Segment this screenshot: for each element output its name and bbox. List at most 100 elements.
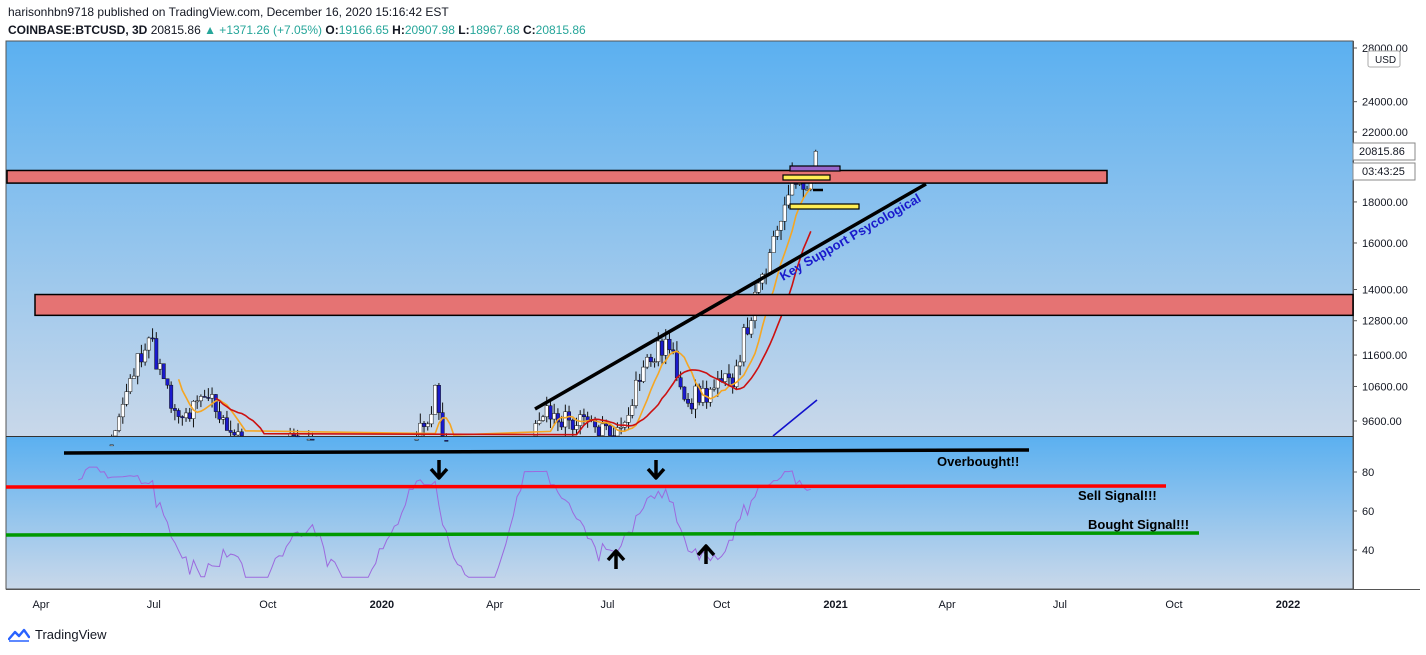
candle xyxy=(310,438,315,441)
tradingview-footer: TradingView xyxy=(8,627,107,642)
candle xyxy=(660,340,664,356)
last-price: 20815.86 xyxy=(150,23,201,37)
time-tick-label: Apr xyxy=(939,599,956,611)
open-label: O: xyxy=(325,23,339,37)
time-tick-label: Jul xyxy=(1053,599,1067,611)
candle xyxy=(671,349,676,352)
candle xyxy=(120,404,125,418)
candle xyxy=(548,405,553,420)
open-value: 19166.65 xyxy=(338,23,389,37)
price-axis-labels: 28000.0024000.0022000.0018000.0016000.00… xyxy=(1352,43,1416,557)
tradingview-logo-icon xyxy=(8,628,30,642)
sell-signal-label: Sell Signal!!! xyxy=(1078,488,1157,503)
symbol-info-line: COINBASE:BTCUSD, 3D 20815.86 ▲ +1371.26 … xyxy=(8,23,586,37)
sell-signal-line xyxy=(5,484,1167,489)
candle xyxy=(161,363,166,380)
candle xyxy=(544,405,549,418)
candle xyxy=(306,438,311,441)
price-tick-label: 14000.00 xyxy=(1362,285,1408,297)
ma-fast-line xyxy=(177,187,812,436)
timer-badge-label: 03:43:25 xyxy=(1362,166,1405,178)
symbol-label[interactable]: COINBASE:BTCUSD, 3D xyxy=(8,23,148,37)
candle xyxy=(139,353,144,363)
marker-yellow-lower xyxy=(789,203,860,210)
candle xyxy=(213,394,218,412)
candle xyxy=(738,361,743,367)
candle xyxy=(689,403,694,410)
price-tick-label: 9600.00 xyxy=(1362,416,1402,428)
candle xyxy=(663,338,668,356)
candle xyxy=(771,236,776,253)
candle xyxy=(537,420,542,424)
marker-purple xyxy=(789,165,841,172)
timer-badge xyxy=(1352,162,1416,181)
candle xyxy=(786,194,791,206)
candle xyxy=(433,385,438,415)
candle xyxy=(741,327,746,363)
candle xyxy=(775,229,780,237)
candle xyxy=(779,220,783,231)
candle xyxy=(645,356,650,368)
time-tick-label: Apr xyxy=(32,599,49,611)
time-axis[interactable] xyxy=(6,589,1353,619)
candle xyxy=(150,337,155,340)
candle xyxy=(202,396,207,398)
candle xyxy=(109,444,114,447)
candle xyxy=(745,327,750,335)
candle xyxy=(608,425,612,436)
footer-brand: TradingView xyxy=(35,627,107,642)
time-tick-label: 2022 xyxy=(1276,599,1300,611)
resistance-zone-upper xyxy=(6,169,1108,184)
candle xyxy=(206,397,211,399)
candle xyxy=(221,417,226,420)
sell-arrow-down-icon xyxy=(646,460,666,480)
bought-signal-line xyxy=(5,531,1200,537)
overbought-line xyxy=(63,448,1030,455)
candle xyxy=(667,338,672,351)
candle xyxy=(180,416,185,419)
candle xyxy=(637,379,642,382)
candle xyxy=(626,415,631,423)
candle xyxy=(436,385,441,413)
candle xyxy=(615,427,620,437)
price-tick-label: 10600.00 xyxy=(1362,381,1408,393)
candle xyxy=(210,394,215,399)
candle xyxy=(158,363,162,370)
candle xyxy=(429,414,434,425)
price-change: ▲ +1371.26 (+7.05%) xyxy=(204,23,323,37)
candle xyxy=(143,349,148,363)
drawings-layer: Key Support Psycological xyxy=(6,165,1354,411)
candle xyxy=(533,423,538,437)
price-tick-label: 18000.00 xyxy=(1362,197,1408,209)
rsi-layer: Overbought!! Sell Signal!!! Bought Signal!… xyxy=(5,448,1200,578)
candle xyxy=(767,252,772,275)
candle xyxy=(708,388,713,403)
time-tick-label: Oct xyxy=(713,599,730,611)
candle xyxy=(648,356,653,363)
candle xyxy=(600,423,605,436)
candle xyxy=(146,337,151,351)
rsi-line xyxy=(78,466,811,578)
candle xyxy=(611,435,616,437)
time-tick-label: Oct xyxy=(259,599,276,611)
candle xyxy=(782,204,787,222)
publish-info: harisonhbn9718 published on TradingView.… xyxy=(8,5,449,19)
candle xyxy=(232,432,237,436)
candle xyxy=(559,421,564,428)
candle xyxy=(652,361,657,363)
candle xyxy=(578,414,583,426)
time-tick-label: 2021 xyxy=(823,599,847,611)
price-axis[interactable] xyxy=(1353,41,1420,589)
candle xyxy=(172,408,177,411)
time-tick-label: Jul xyxy=(600,599,614,611)
candle xyxy=(124,391,129,405)
candle xyxy=(756,282,761,293)
candle xyxy=(128,378,133,392)
rsi-tick-label: 60 xyxy=(1362,506,1374,518)
overbought-label: Overbought!! xyxy=(937,454,1019,469)
candle xyxy=(634,379,638,406)
price-tick-label: 11600.00 xyxy=(1362,350,1407,362)
rsi-pane-bg xyxy=(6,437,1353,589)
candle xyxy=(749,320,754,335)
